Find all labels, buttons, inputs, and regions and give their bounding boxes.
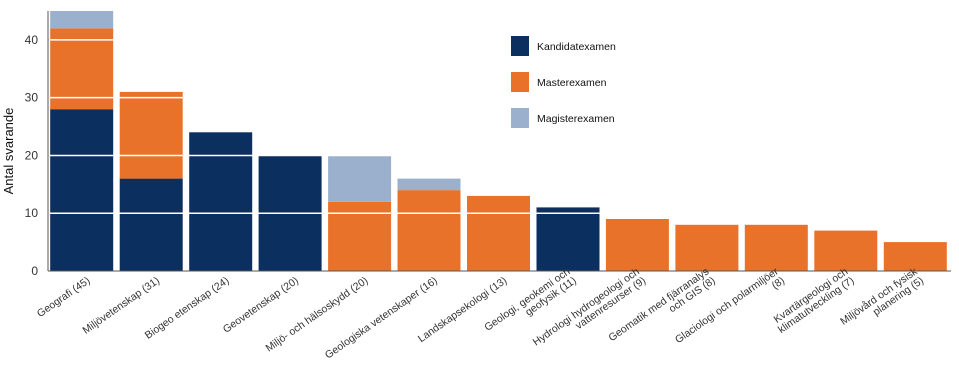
bar-12-masterexamen <box>814 230 878 271</box>
y-tick-10: 10 <box>25 206 39 220</box>
bar-3-kandidatexamen <box>189 132 253 271</box>
x-label-8: Geologi, geokemi ochgeofysik (11) <box>482 266 579 343</box>
bar-6-masterexamen <box>397 190 461 271</box>
legend-swatch-magisterexamen <box>511 108 529 128</box>
bar-2-kandidatexamen <box>119 178 183 271</box>
bar-11-masterexamen <box>744 224 808 271</box>
legend: Kandidatexamen Masterexamen Magisterexamen <box>511 36 616 128</box>
y-tick-20: 20 <box>25 148 39 162</box>
y-tick-40: 40 <box>25 33 39 47</box>
x-label-line: Geologiska vetenskaper (16) <box>323 275 440 362</box>
y-axis-label: Antal svarande <box>1 108 16 195</box>
legend-label-kandidatexamen: Kandidatexamen <box>537 41 616 53</box>
legend-swatch-masterexamen <box>511 72 529 92</box>
axes-group <box>47 11 951 272</box>
bar-6-magisterexamen <box>397 178 461 191</box>
x-labels-group: Geografi (45)Miljövetenskap (31)Biogeo e… <box>35 265 926 362</box>
bar-13-masterexamen <box>883 242 947 271</box>
y-ticks-group: 0 10 20 30 40 <box>25 33 39 278</box>
bar-9-masterexamen <box>605 219 669 271</box>
y-tick-0: 0 <box>31 264 38 278</box>
legend-swatch-kandidatexamen <box>511 36 529 56</box>
bar-2-masterexamen <box>119 91 183 179</box>
x-label-1: Geografi (45) <box>35 275 93 320</box>
bar-8-kandidatexamen <box>536 207 600 271</box>
bar-1-masterexamen <box>50 28 114 110</box>
bar-5-magisterexamen <box>328 155 392 202</box>
legend-label-magisterexamen: Magisterexamen <box>537 113 615 125</box>
bar-5-masterexamen <box>328 201 392 271</box>
bar-7-masterexamen <box>467 195 530 271</box>
x-label-13: Miljövård och fysiskplanering (5) <box>838 265 926 336</box>
bar-1-magisterexamen <box>50 11 114 29</box>
bar-10-masterexamen <box>675 224 739 271</box>
y-tick-30: 30 <box>25 91 39 105</box>
gridlines-group <box>48 39 951 214</box>
legend-label-masterexamen: Masterexamen <box>537 77 607 89</box>
bar-1-kandidatexamen <box>50 109 114 271</box>
x-label-line: Geografi (45) <box>35 275 93 320</box>
bars-group <box>50 11 947 271</box>
x-label-6: Geologiska vetenskaper (16) <box>323 275 440 362</box>
